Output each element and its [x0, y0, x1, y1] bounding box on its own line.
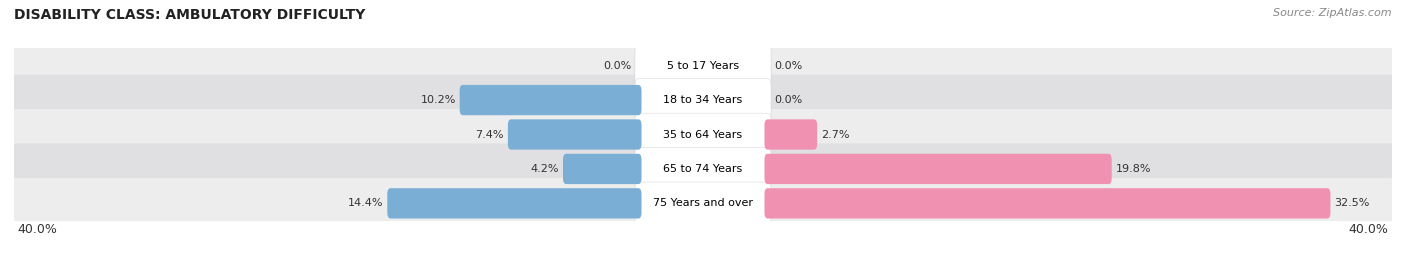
Text: 14.4%: 14.4%	[349, 198, 384, 208]
Text: 40.0%: 40.0%	[1348, 223, 1389, 236]
Text: 35 to 64 Years: 35 to 64 Years	[664, 129, 742, 140]
FancyBboxPatch shape	[11, 109, 1395, 160]
Text: 10.2%: 10.2%	[420, 95, 456, 105]
FancyBboxPatch shape	[11, 178, 1395, 229]
Text: 0.0%: 0.0%	[775, 95, 803, 105]
FancyBboxPatch shape	[765, 119, 817, 150]
FancyBboxPatch shape	[460, 85, 641, 115]
Text: 19.8%: 19.8%	[1115, 164, 1152, 174]
FancyBboxPatch shape	[636, 182, 770, 225]
Text: 4.2%: 4.2%	[530, 164, 560, 174]
Text: 75 Years and over: 75 Years and over	[652, 198, 754, 208]
Text: 65 to 74 Years: 65 to 74 Years	[664, 164, 742, 174]
Text: 5 to 17 Years: 5 to 17 Years	[666, 61, 740, 71]
Text: 7.4%: 7.4%	[475, 129, 505, 140]
FancyBboxPatch shape	[562, 154, 641, 184]
FancyBboxPatch shape	[765, 154, 1112, 184]
FancyBboxPatch shape	[508, 119, 641, 150]
Text: 18 to 34 Years: 18 to 34 Years	[664, 95, 742, 105]
Text: Source: ZipAtlas.com: Source: ZipAtlas.com	[1274, 8, 1392, 18]
FancyBboxPatch shape	[636, 79, 770, 121]
Text: DISABILITY CLASS: AMBULATORY DIFFICULTY: DISABILITY CLASS: AMBULATORY DIFFICULTY	[14, 8, 366, 22]
FancyBboxPatch shape	[387, 188, 641, 218]
Text: 40.0%: 40.0%	[17, 223, 58, 236]
Text: 0.0%: 0.0%	[775, 61, 803, 71]
FancyBboxPatch shape	[765, 188, 1330, 218]
Text: 0.0%: 0.0%	[603, 61, 631, 71]
FancyBboxPatch shape	[636, 113, 770, 156]
FancyBboxPatch shape	[636, 44, 770, 87]
FancyBboxPatch shape	[11, 40, 1395, 91]
FancyBboxPatch shape	[11, 143, 1395, 194]
FancyBboxPatch shape	[636, 148, 770, 190]
FancyBboxPatch shape	[11, 75, 1395, 126]
Text: 32.5%: 32.5%	[1334, 198, 1369, 208]
Text: 2.7%: 2.7%	[821, 129, 849, 140]
